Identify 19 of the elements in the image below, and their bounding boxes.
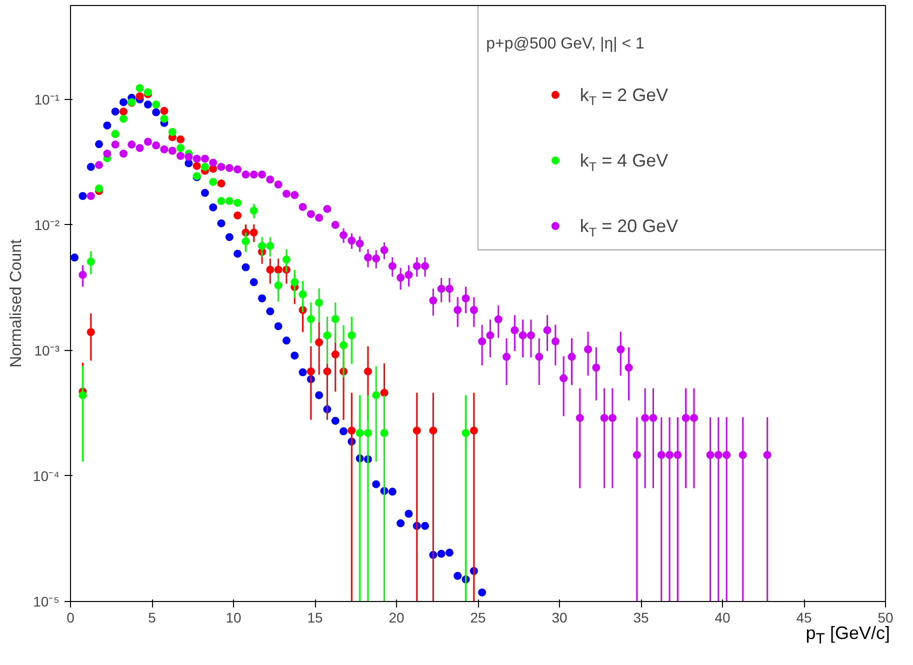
x-tick-label: 40 — [714, 610, 730, 626]
x-tick-label: 5 — [148, 610, 156, 626]
x-tick-label: 10 — [226, 610, 242, 626]
y-tick-label: 10⁻³ — [34, 342, 60, 358]
x-tick-label: 0 — [66, 610, 75, 626]
y-tick-label: 10⁻⁴ — [32, 468, 60, 484]
y-tick-label: 10⁻⁵ — [33, 594, 60, 610]
legend-title: p+p@500 GeV, |η| < 1 — [486, 36, 645, 53]
y-tick-label: 10⁻² — [34, 216, 60, 233]
y-axis-title: Normalised Count — [8, 238, 25, 368]
x-tick-label: 35 — [633, 610, 649, 626]
x-tick-label: 50 — [878, 610, 894, 626]
x-tick-label: 30 — [552, 610, 568, 626]
x-tick-label: 45 — [796, 610, 812, 626]
x-axis-title: p$_{T}$ [GeV/c] — [806, 623, 890, 648]
x-tick-label: 20 — [388, 610, 404, 626]
x-tick-label: 25 — [470, 610, 486, 626]
y-tick-label: 10⁻¹ — [34, 91, 60, 108]
x-tick-label: 15 — [307, 610, 323, 626]
